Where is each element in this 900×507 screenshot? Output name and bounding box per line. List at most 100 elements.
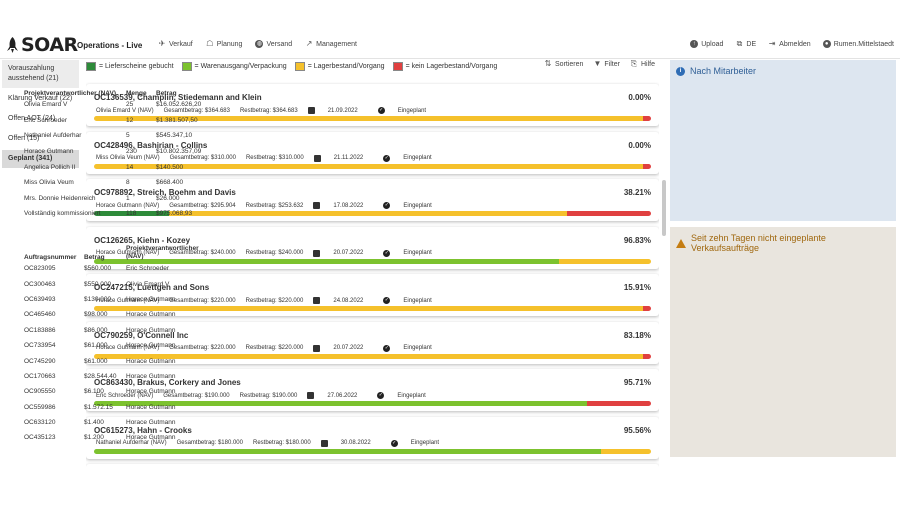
table-cell: OC183886 — [24, 326, 56, 334]
order-rest: Restbetrag: $310.000 — [245, 155, 304, 161]
scrollbar[interactable] — [662, 180, 666, 236]
table-cell: Nathaniel Aufderhar — [24, 132, 82, 140]
unplanned-orders-table: Auftragsnummer Betrag Projektverantwortl… — [22, 245, 204, 446]
table-row[interactable]: OC733954 $61.000 Horace Gutmann — [22, 338, 204, 353]
table-row[interactable]: OC435123 $1.200 Horace Gutmann — [22, 430, 204, 445]
order-owner: Horace Gutmann (NAV) — [96, 250, 160, 256]
logout-button[interactable]: ⇥ Abmelden — [768, 40, 811, 48]
table-row[interactable]: Mrs. Donnie Heidenreich 1 $26.000 — [22, 191, 214, 207]
table-cell: Miss Olivia Veum — [24, 179, 74, 187]
table-row[interactable]: Eric Schroeder 12 $1.381.507,50 — [22, 113, 214, 129]
table-row[interactable]: OC639493 $130.000 Horace Gutmann — [22, 292, 204, 307]
progress-segment — [94, 306, 643, 311]
user-menu[interactable]: ● Rumen.Mittelstaedt — [822, 40, 894, 48]
order-card[interactable]: OC615273, Hahn - Crooks 95.56% Nathaniel A… — [86, 416, 659, 459]
order-status: ✓ Eingeplant — [383, 202, 441, 209]
nav-versand[interactable]: ◍ Versand — [255, 40, 292, 48]
sidebar-item-klaerung[interactable]: Klärung Verkauf (22) — [8, 95, 73, 102]
order-card[interactable]: OC863430, Brakus, Corkery and Jones 95.71… — [86, 369, 659, 411]
help-button[interactable]: ⎘ Hilfe — [630, 60, 655, 68]
column-header[interactable]: Betrag — [156, 90, 177, 97]
table-row[interactable]: OC300463 $550.000 Olivia Emard V — [22, 276, 204, 291]
upload-button[interactable]: ↑ Upload — [690, 40, 723, 48]
language-button[interactable]: ⧉ DE — [735, 39, 757, 48]
column-header[interactable]: Auftragsnummer — [24, 254, 77, 261]
sidebar-item-offen[interactable]: Offen (15) — [8, 135, 40, 142]
table-cell: Horace Gutmann — [126, 388, 176, 396]
nav-verkauf[interactable]: ✈ Verkauf — [158, 40, 193, 48]
user-name: Rumen.Mittelstaedt — [833, 40, 894, 48]
order-rest: Restbetrag: $190.000 — [239, 392, 298, 399]
logo[interactable]: SOAR — [6, 34, 78, 56]
table-cell: OC300463 — [24, 280, 56, 288]
nav-planung[interactable]: ☖ Planung — [206, 40, 242, 48]
progress-segment — [94, 163, 643, 169]
table-cell: Mrs. Donnie Heidenreich — [24, 194, 96, 202]
table-cell: Horace Gutmann — [126, 295, 176, 303]
language-icon: ⧉ — [736, 39, 743, 48]
table-cell: Eric Schroeder — [126, 265, 169, 273]
column-header[interactable]: Projektverantwortlicher (NAV) — [24, 90, 116, 97]
table-cell: 230 — [126, 148, 137, 156]
order-progress-bar — [94, 448, 651, 454]
order-title: OC136539, Champlin, Stiedemann and Klein — [94, 93, 262, 102]
table-cell: $86.000 — [84, 326, 108, 334]
column-header[interactable]: Projektverantwortlicher (NAV) — [126, 245, 199, 260]
table-row[interactable]: Olivia Emard V 25 $16.052.626,20 — [22, 97, 214, 113]
order-title: OC247215, Luettgen and Sons — [94, 283, 210, 292]
table-row[interactable]: Vollständig kommissioniert 118 $975.068,93 — [22, 206, 214, 222]
table-cell: 25 — [126, 101, 134, 109]
table-row[interactable]: Horace Gutmann 230 $10.802.357,09 — [22, 144, 214, 160]
order-total: Gesamtbetrag: $220.000 — [169, 345, 236, 351]
check-circle-icon: ✓ — [377, 392, 385, 399]
order-card[interactable] — [86, 464, 659, 478]
column-header[interactable]: Betrag — [84, 254, 105, 261]
table-cell: Eric Schroeder — [24, 116, 67, 124]
order-meta: Nathaniel Aufderhar (NAV) Gesamtbetrag: $… — [96, 439, 459, 447]
table-row[interactable]: OC465460 $98.000 Horace Gutmann — [22, 307, 204, 322]
order-date: 21.09.2022 — [307, 107, 368, 114]
order-card[interactable]: OC978892, Streich, Boehm and Davis 38.21%… — [86, 179, 659, 221]
table-row[interactable]: OC745290 $61.000 Horace Gutmann — [22, 353, 204, 368]
order-card[interactable]: OC126265, Kiehn - Kozey 96.83% Horace Gutm… — [86, 226, 659, 269]
order-card[interactable]: OC247215, Luettgen and Sons 15.91% Horace … — [86, 274, 659, 316]
order-date-text: 21.09.2022 — [327, 107, 358, 114]
table-row[interactable]: Miss Olivia Veum 8 $668.400 — [22, 175, 214, 191]
table-row[interactable]: Angelica Pollich II 14 $140.500 — [22, 159, 214, 175]
table-row[interactable]: OC905550 $6.100 Horace Gutmann — [22, 384, 204, 399]
panel-title: Nach Mitarbeiter — [690, 66, 757, 76]
filter-button[interactable]: ▼ Filter — [593, 60, 620, 68]
order-date: 20.07.2022 — [313, 344, 373, 352]
sidebar-item-vorauszahlung[interactable]: Vorauszahlung ausstehend (21) — [2, 60, 79, 88]
table-cell: $26.000 — [156, 194, 180, 202]
progress-segment — [94, 258, 560, 264]
table-row[interactable]: OC170663 $28.544.40 Horace Gutmann — [22, 369, 204, 384]
legend-item: = Warenausgang/Verpackung — [181, 61, 287, 71]
sidebar-item-offen-aot[interactable]: Offen AOT (24) — [8, 115, 56, 122]
progress-segment — [94, 211, 170, 216]
legend-label: = Warenausgang/Verpackung — [194, 62, 287, 70]
table-row[interactable]: OC823095 $560.000 Eric Schroeder — [22, 261, 204, 276]
order-total: Gesamtbetrag: $190.000 — [163, 392, 230, 399]
table-cell: Horace Gutmann — [126, 357, 176, 365]
order-progress-bar — [94, 258, 651, 264]
table-row[interactable]: OC559986 $1.572.15 Horace Gutmann — [22, 400, 204, 415]
sidebar-item-geplant[interactable]: Geplant (341) — [2, 150, 79, 168]
order-card[interactable]: OC428496, Bashirian - Collins 0.00% Miss O… — [86, 131, 659, 174]
table-cell: OC465460 — [24, 311, 56, 319]
nav-label: Verkauf — [169, 40, 193, 48]
order-total: Gesamtbetrag: $240.000 — [169, 250, 236, 256]
sort-button[interactable]: ⇅ Sortieren — [544, 60, 584, 68]
table-cell: $61.000 — [84, 357, 108, 365]
table-row[interactable]: OC183886 $86.000 Horace Gutmann — [22, 323, 204, 338]
order-progress-percent: 15.91% — [623, 283, 651, 292]
table-row[interactable]: Nathaniel Aufderhar 5 $545.347,10 — [22, 128, 214, 144]
order-card[interactable]: OC136539, Champlin, Stiedemann and Klein… — [86, 84, 659, 126]
table-row[interactable]: OC633120 $1.400 Horace Gutmann — [22, 415, 204, 430]
order-owner: Horace Gutmann (NAV) — [96, 345, 160, 351]
order-date: 24.08.2022 — [313, 297, 373, 304]
order-total: Gesamtbetrag: $295.904 — [169, 202, 236, 209]
nav-management[interactable]: ↗ Management — [305, 40, 357, 48]
column-header[interactable]: Menge — [126, 90, 147, 97]
order-card[interactable]: OC790259, O'Connell Inc 83.18% Horace Gutm… — [86, 321, 659, 364]
